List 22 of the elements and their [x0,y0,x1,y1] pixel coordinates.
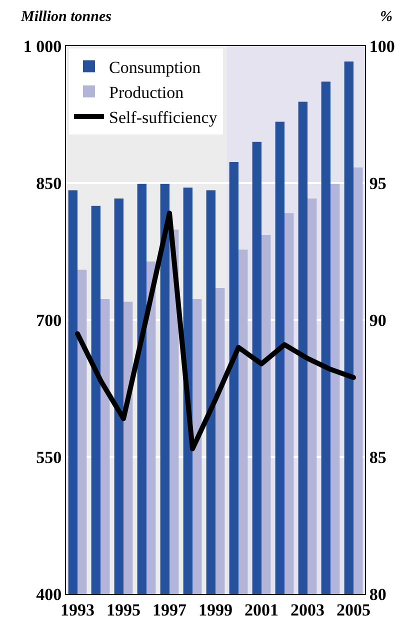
y2-tick-label: 95 [369,174,386,193]
y2-tick-label: 100 [369,36,395,56]
x-tick-label: 1997 [152,600,187,620]
x-tick-label: 1995 [106,600,140,620]
x-tick-label: 1993 [60,600,94,620]
y2-axis-title: % [380,9,392,25]
y-axis-title: Million tonnes [20,9,112,25]
x-tick-label: 2001 [244,600,278,620]
y-tick-label: 850 [36,174,62,193]
legend-label: Production [108,83,184,102]
x-tick-label: 1999 [198,600,232,620]
y2-tick-label: 80 [369,584,386,604]
x-tick-label: 2005 [336,600,370,620]
legend-label: Consumption [108,58,202,77]
y-tick-label: 550 [36,448,62,467]
y-tick-label: 1 000 [23,36,62,56]
x-tick-label: 2003 [290,600,324,620]
y2-tick-label: 85 [369,448,386,467]
legend-label: Self-sufficiency [108,108,218,128]
y-tick-label: 700 [36,310,62,330]
y2-tick-label: 90 [369,310,386,330]
y-tick-label: 400 [36,584,62,604]
